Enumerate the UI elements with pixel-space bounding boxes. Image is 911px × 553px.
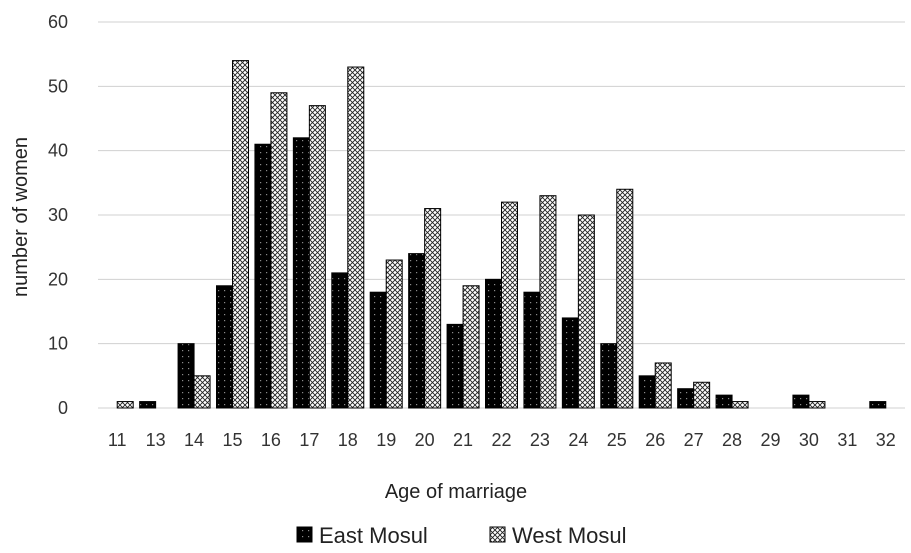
bar-west-mosul-25	[616, 188, 634, 409]
bar-east-mosul-16	[254, 143, 272, 409]
legend-swatch	[489, 526, 506, 543]
x-tick-label: 13	[146, 430, 166, 450]
y-tick-label: 60	[48, 12, 68, 32]
bar-west-mosul-17	[308, 105, 326, 409]
x-tick-label: 30	[799, 430, 819, 450]
bar-west-mosul-27	[693, 381, 711, 409]
x-tick-label: 18	[338, 430, 358, 450]
x-tick-label: 31	[837, 430, 857, 450]
x-tick-label: 29	[760, 430, 780, 450]
x-tick-label: 19	[376, 430, 396, 450]
x-tick-label: 11	[108, 430, 127, 450]
bar-east-mosul-30	[792, 394, 810, 409]
bar-east-mosul-32	[869, 401, 887, 409]
bar-east-mosul-26	[638, 375, 656, 409]
x-tick-label: 17	[299, 430, 319, 450]
bar-east-mosul-19	[369, 291, 387, 409]
bar-west-mosul-22	[501, 201, 518, 409]
bar-west-mosul-14	[193, 375, 211, 409]
x-tick-label: 21	[453, 430, 473, 450]
legend-label: West Mosul	[512, 523, 627, 548]
bar-west-mosul-24	[577, 214, 595, 409]
x-tick-label: 25	[607, 430, 627, 450]
x-tick-label: 24	[568, 430, 588, 450]
x-tick-label: 14	[184, 430, 204, 450]
x-tick-label: 16	[261, 430, 281, 450]
bar-west-mosul-18	[347, 66, 365, 409]
bar-east-mosul-24	[561, 317, 579, 409]
legend: East Mosul West Mosul	[296, 523, 627, 548]
bar-east-mosul-20	[408, 253, 426, 409]
y-axis-ticks: 0 10 20 30 40 50 60	[48, 12, 68, 418]
bar-west-mosul-28	[731, 401, 749, 409]
bar-east-mosul-23	[523, 291, 541, 409]
bar-east-mosul-18	[331, 272, 349, 409]
y-axis-title: number of women	[10, 137, 32, 297]
bar-west-mosul-20	[424, 208, 442, 409]
bar-west-mosul-15	[232, 60, 249, 409]
bar-west-mosul-30	[808, 401, 826, 409]
bar-west-mosul-11	[116, 401, 134, 409]
x-tick-label: 22	[491, 430, 511, 450]
legend-label: East Mosul	[319, 523, 428, 548]
bar-east-mosul-17	[292, 137, 310, 409]
bar-east-mosul-27	[677, 388, 695, 409]
x-tick-label: 20	[415, 430, 435, 450]
bar-west-mosul-16	[270, 92, 288, 409]
x-tick-label: 26	[645, 430, 665, 450]
bar-east-mosul-13	[139, 401, 157, 409]
bar-east-mosul-15	[216, 285, 233, 409]
legend-swatch	[296, 526, 313, 543]
bar-west-mosul-19	[385, 259, 403, 409]
y-tick-label: 10	[48, 334, 68, 354]
bar-west-mosul-21	[462, 285, 480, 409]
x-axis-title: Age of marriage	[385, 481, 527, 503]
y-tick-label: 20	[48, 269, 68, 289]
y-tick-label: 50	[48, 76, 68, 96]
bars	[116, 60, 887, 409]
x-tick-label: 27	[684, 430, 704, 450]
x-axis-ticks: 11 13 14 15 16 17 18 19 20 21 22 23 24 25 26 27 28 29 30 31…	[108, 430, 896, 450]
bar-west-mosul-23	[539, 195, 557, 409]
x-tick-label: 32	[876, 430, 896, 450]
y-tick-label: 40	[48, 141, 68, 161]
y-tick-label: 0	[58, 398, 68, 418]
bar-east-mosul-25	[600, 343, 618, 409]
x-tick-label: 23	[530, 430, 550, 450]
bar-west-mosul-26	[654, 362, 672, 409]
x-tick-label: 28	[722, 430, 742, 450]
x-tick-label: 15	[222, 430, 242, 450]
bar-east-mosul-28	[715, 394, 733, 409]
bar-east-mosul-21	[446, 323, 464, 409]
y-tick-label: 30	[48, 205, 68, 225]
bar-east-mosul-14	[177, 343, 195, 409]
bar-east-mosul-22	[485, 278, 502, 409]
